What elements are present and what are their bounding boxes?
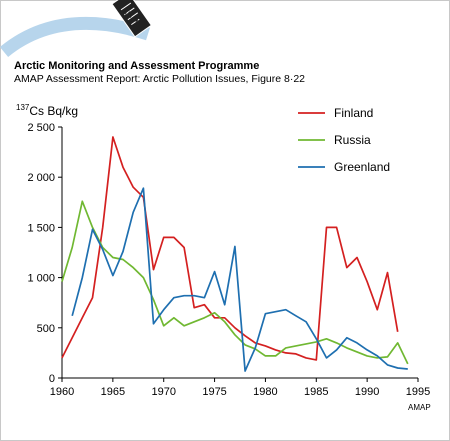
series-line-russia [61,200,409,365]
y-tick-label: 2 500 [27,122,55,134]
amap-logo: AMAP [0,0,153,58]
x-tick-label: 1980 [253,386,277,398]
x-tick-label: 1975 [202,386,226,398]
x-tick-label: 1965 [101,386,125,398]
legend-label-finland: Finland [334,106,373,120]
page-subtitle: AMAP Assessment Report: Arctic Pollution… [14,73,306,85]
x-tick-label: 1995 [406,386,430,398]
legend-label-greenland: Greenland [334,160,390,174]
x-tick-label: 1970 [151,386,175,398]
y-axis-label-text: Cs Bq/kg [29,104,79,118]
y-tick-label: 1 500 [27,222,55,234]
series-line-finland [61,136,399,361]
legend-label-russia: Russia [334,133,371,147]
x-tick-label: 1985 [304,386,328,398]
series-line-greenland [71,187,408,372]
x-tick-label: 1960 [50,386,74,398]
y-axis-label: 137Cs Bq/kg [16,103,78,118]
y-tick-label: 0 [49,373,55,385]
page-title: Arctic Monitoring and Assessment Program… [14,60,260,72]
y-tick-label: 2 000 [27,172,55,184]
y-axis-label-superscript: 137 [16,103,30,112]
x-tick-label: 1990 [355,386,379,398]
credit-label: AMAP [408,403,431,412]
y-tick-label: 1 000 [27,273,55,285]
y-tick-label: 500 [37,323,55,335]
